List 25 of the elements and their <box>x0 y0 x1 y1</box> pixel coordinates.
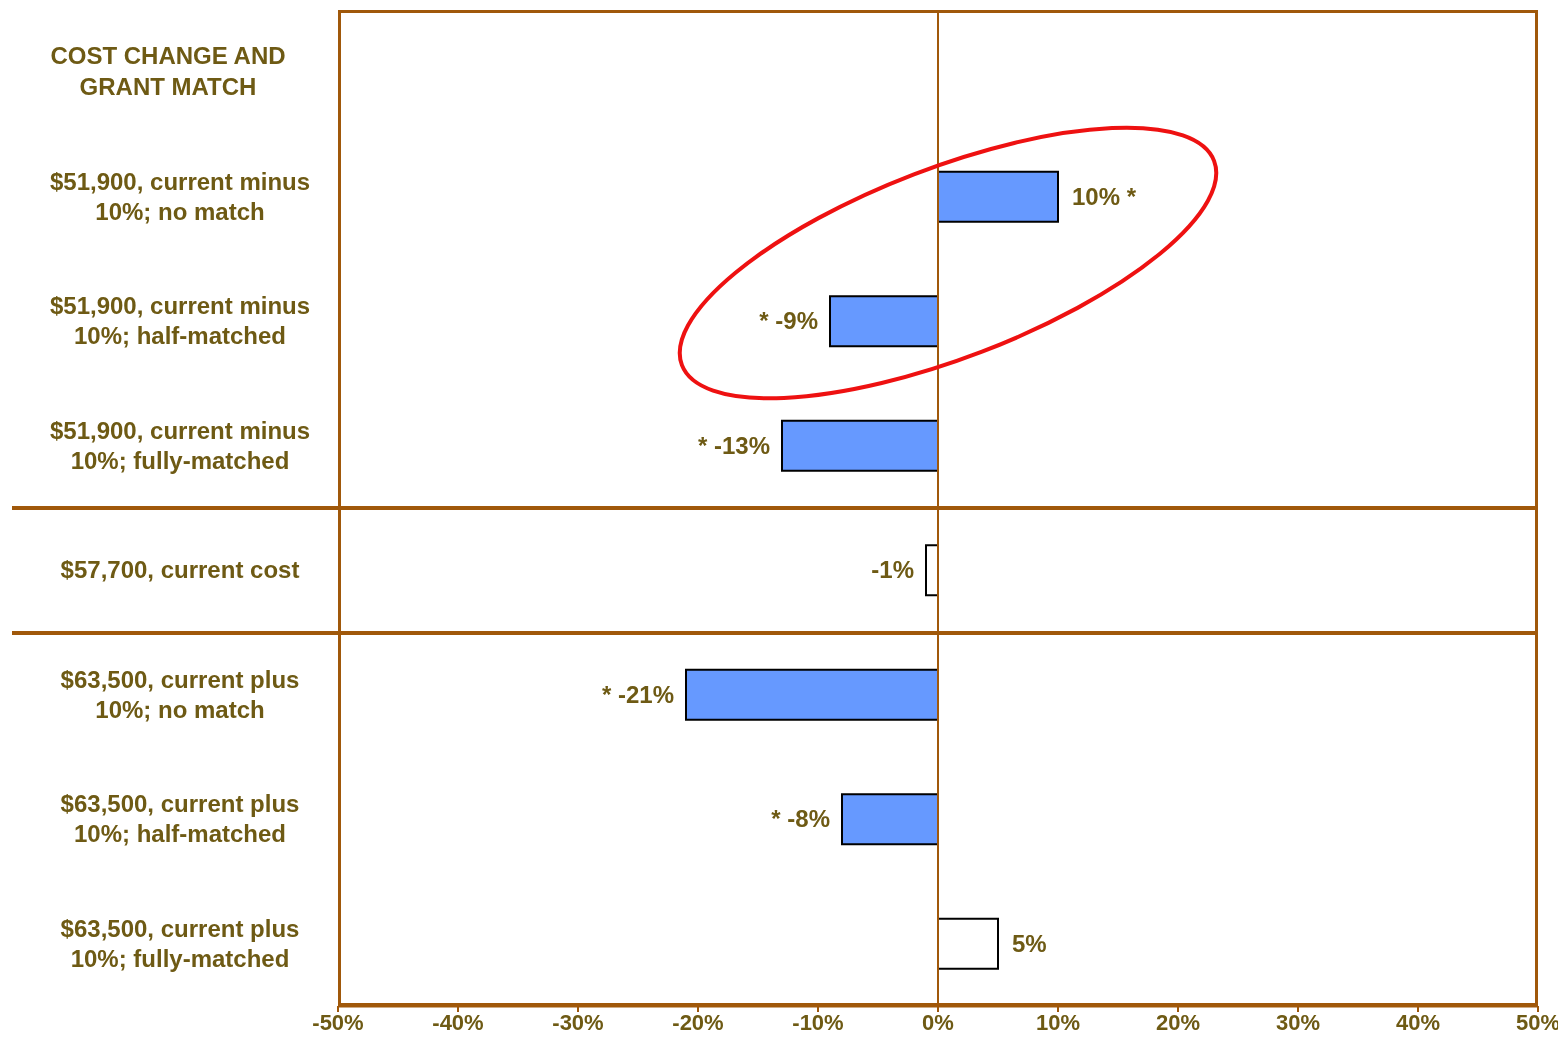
y-tick-label: $63,500, current plus 10%; fully-matched <box>60 914 300 972</box>
data-label: * -21% <box>601 680 674 708</box>
y-tick-label: $63,500, current plus 10%; no match <box>60 665 300 723</box>
x-tick-label: 10% <box>1035 1009 1081 1035</box>
x-tick-label: 40% <box>1395 1009 1441 1035</box>
data-label: 10% * <box>1072 182 1137 210</box>
x-tick-label: 30% <box>1275 1009 1321 1035</box>
x-tick-label: -10% <box>792 1009 844 1035</box>
x-tick-label: 20% <box>1155 1009 1201 1035</box>
data-label: 5% <box>1012 929 1047 957</box>
x-tick-label: 0% <box>922 1009 954 1035</box>
data-label: * -13% <box>697 431 770 459</box>
y-tick-label: $51,900, current minus 10%; no match <box>49 167 311 225</box>
x-tick-label: -20% <box>672 1009 724 1035</box>
y-tick-label: $51,900, current minus 10%; fully-matched <box>49 416 311 474</box>
x-tick-label: -50% <box>312 1009 364 1035</box>
x-tick-label: -40% <box>432 1009 484 1035</box>
y-tick-label: $51,900, current minus 10%; half-matched <box>49 292 311 350</box>
x-tick-label: -30% <box>552 1009 604 1035</box>
data-label: * -9% <box>759 307 818 335</box>
y-tick-label: $63,500, current plus 10%; half-matched <box>60 790 300 848</box>
y-tick-label: $57,700, current cost <box>60 556 300 584</box>
y-axis-title: COST CHANGE AND GRANT MATCH <box>49 41 287 102</box>
data-label: * -8% <box>771 805 830 833</box>
data-label: -1% <box>871 556 914 584</box>
